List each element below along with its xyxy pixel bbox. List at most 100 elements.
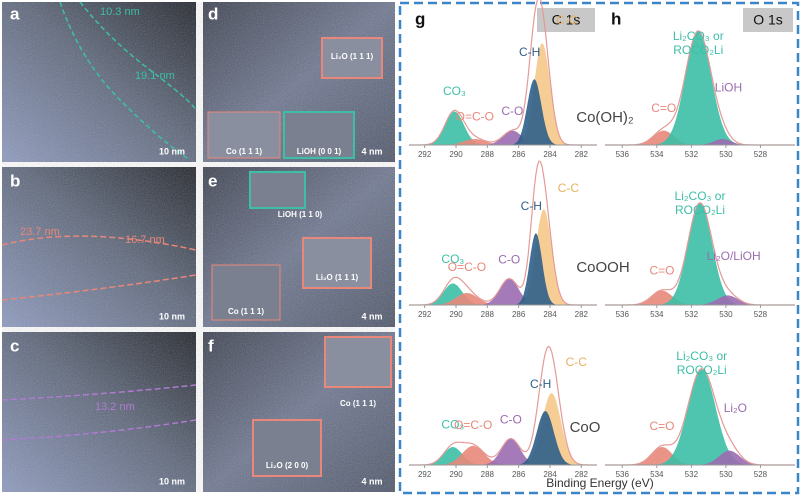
peak-label: C-C bbox=[566, 355, 588, 369]
x-tick-label: 528 bbox=[754, 470, 768, 479]
peak-label: C-O bbox=[501, 104, 523, 118]
scale-bar: 4 nm bbox=[361, 476, 382, 486]
sample-label: CoO bbox=[570, 419, 601, 436]
peak-label: O=C-O bbox=[456, 110, 494, 124]
x-tick-label: 530 bbox=[719, 150, 733, 159]
x-tick-label: 532 bbox=[685, 310, 699, 319]
peak bbox=[605, 130, 795, 145]
annotation: 10.3 nm bbox=[100, 6, 140, 18]
peak bbox=[409, 293, 597, 305]
x-tick-label: 528 bbox=[754, 310, 768, 319]
peak-label: ROCO₂Li bbox=[677, 363, 727, 377]
peak bbox=[605, 369, 795, 465]
peak bbox=[409, 438, 597, 465]
peak-label: ROCO₂Li bbox=[675, 203, 725, 217]
peak bbox=[605, 290, 795, 305]
peak-label: C-O bbox=[498, 252, 520, 266]
envelope bbox=[409, 345, 597, 466]
peak bbox=[409, 43, 597, 145]
peak-label: O=C-O bbox=[454, 418, 492, 432]
annotation: Li₂O (1 1 1) bbox=[316, 273, 359, 282]
x-axis-label: Binding Energy (eV) bbox=[546, 476, 653, 490]
x-tick-label: 532 bbox=[685, 150, 699, 159]
x-tick-label: 530 bbox=[719, 470, 733, 479]
x-tick-label: 292 bbox=[418, 310, 432, 319]
panel-letter: c bbox=[10, 336, 19, 355]
x-tick-label: 282 bbox=[575, 150, 589, 159]
x-tick-label: 290 bbox=[449, 470, 463, 479]
peak-label: Li₂O bbox=[724, 401, 747, 415]
scale-bar: 10 nm bbox=[159, 476, 185, 486]
peak-label: C-O bbox=[500, 412, 522, 426]
scale-bar: 10 nm bbox=[159, 311, 185, 321]
peak-label: Li₂CO₃ or bbox=[675, 189, 726, 203]
annotation: Co (1 1 1) bbox=[340, 399, 376, 408]
x-tick-label: 286 bbox=[512, 470, 526, 479]
x-tick-label: 290 bbox=[449, 150, 463, 159]
peak-label: ROCO₂Li bbox=[673, 43, 723, 57]
peak-label: C-H bbox=[530, 377, 551, 391]
peak bbox=[409, 209, 597, 305]
annotation: 16.7 nm bbox=[125, 234, 165, 246]
annotation: 23.7 nm bbox=[20, 226, 60, 238]
x-tick-label: 288 bbox=[481, 470, 495, 479]
x-tick-label: 288 bbox=[481, 310, 495, 319]
peak bbox=[409, 278, 597, 305]
peak-label: Li₂CO₃ or bbox=[673, 29, 724, 43]
annotation: Li₂O (1 1 1) bbox=[331, 52, 374, 61]
peak bbox=[409, 411, 597, 465]
x-tick-label: 288 bbox=[481, 150, 495, 159]
annotation: Li₂O (2 0 0) bbox=[266, 461, 309, 470]
annotation: 13.2 nm bbox=[95, 401, 135, 413]
peak-label: O=C-O bbox=[448, 260, 486, 274]
peak bbox=[409, 130, 597, 145]
envelope bbox=[409, 0, 597, 146]
envelope bbox=[409, 160, 597, 306]
x-tick-label: 292 bbox=[418, 150, 432, 159]
panel-letter: f bbox=[208, 336, 214, 355]
x-tick-label: 284 bbox=[543, 150, 557, 159]
title-box bbox=[743, 8, 793, 32]
peak bbox=[409, 111, 597, 145]
x-tick-label: 534 bbox=[650, 310, 664, 319]
peak-label: CO₃ bbox=[441, 252, 464, 266]
x-tick-label: 536 bbox=[616, 150, 630, 159]
x-tick-label: 530 bbox=[719, 310, 733, 319]
x-tick-label: 282 bbox=[575, 310, 589, 319]
scale-bar: 4 nm bbox=[361, 146, 382, 156]
annotation: Co (1 1 1) bbox=[226, 147, 262, 156]
tem-labels: a 10.3 nm 19.1 nm 10 nm b 23.7 nm 16.7 n… bbox=[10, 4, 383, 486]
peak-label: C-C bbox=[556, 13, 578, 27]
peak-label: CO₃ bbox=[441, 417, 464, 431]
peak-label: C-H bbox=[519, 45, 540, 59]
scale-bar: 10 nm bbox=[159, 146, 185, 156]
panel-letter: h bbox=[611, 9, 621, 28]
peak bbox=[605, 203, 795, 305]
annotation: 19.1 nm bbox=[135, 70, 175, 82]
panel-letter: b bbox=[10, 171, 20, 190]
peak-label: C=O bbox=[649, 419, 674, 433]
peak-label: C=O bbox=[649, 264, 674, 278]
panel-letter: g bbox=[415, 9, 425, 28]
panel-letter: d bbox=[208, 4, 218, 23]
sample-label: Co(OH)₂ bbox=[576, 109, 634, 126]
scale-bar: 4 nm bbox=[361, 311, 382, 321]
x-tick-label: 536 bbox=[616, 310, 630, 319]
x-tick-label: 282 bbox=[575, 470, 589, 479]
peak-label: C-C bbox=[558, 181, 580, 195]
peak-label: C=O bbox=[651, 101, 676, 115]
peak-label: C-H bbox=[521, 199, 542, 213]
x-tick-label: 286 bbox=[512, 150, 526, 159]
x-tick-label: 292 bbox=[418, 470, 432, 479]
peak bbox=[605, 447, 795, 465]
x-tick-label: 534 bbox=[650, 150, 664, 159]
peak bbox=[409, 445, 597, 465]
peak-label: LiOH bbox=[715, 80, 742, 94]
panel-letter: e bbox=[208, 171, 217, 190]
sample-label: CoOOH bbox=[576, 259, 629, 276]
annotation: LiOH (1 1 0) bbox=[278, 210, 323, 219]
annotation: LiOH (0 0 1) bbox=[297, 147, 342, 156]
x-tick-label: 290 bbox=[449, 310, 463, 319]
panel-title: O 1s bbox=[753, 12, 783, 28]
